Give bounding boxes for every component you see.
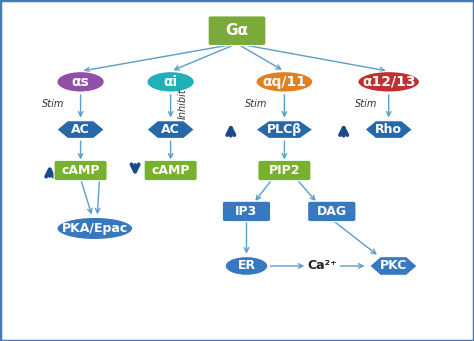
Ellipse shape: [225, 257, 268, 276]
FancyBboxPatch shape: [54, 160, 107, 181]
Text: Stim: Stim: [246, 99, 268, 109]
Ellipse shape: [256, 72, 313, 92]
Polygon shape: [256, 121, 313, 138]
Text: Gα: Gα: [226, 23, 248, 38]
Ellipse shape: [57, 218, 133, 239]
Text: cAMP: cAMP: [61, 164, 100, 177]
Text: AC: AC: [161, 123, 180, 136]
Text: ER: ER: [237, 260, 255, 272]
Text: Inhibit: Inhibit: [178, 89, 188, 119]
Text: Ca²⁺: Ca²⁺: [308, 260, 337, 272]
Text: Stim: Stim: [355, 99, 377, 109]
Text: αi: αi: [164, 75, 178, 89]
Text: DAG: DAG: [317, 205, 347, 218]
FancyBboxPatch shape: [258, 160, 311, 181]
FancyBboxPatch shape: [308, 201, 356, 222]
Text: cAMP: cAMP: [151, 164, 190, 177]
Text: Rho: Rho: [375, 123, 402, 136]
Ellipse shape: [57, 72, 104, 92]
Ellipse shape: [147, 72, 194, 92]
FancyBboxPatch shape: [208, 16, 266, 45]
Text: PKA/Epac: PKA/Epac: [62, 222, 128, 235]
Text: PLCβ: PLCβ: [267, 123, 302, 136]
FancyBboxPatch shape: [222, 201, 271, 222]
FancyBboxPatch shape: [144, 160, 197, 181]
Polygon shape: [365, 121, 412, 138]
Polygon shape: [370, 257, 417, 276]
Text: α12/13: α12/13: [362, 75, 415, 89]
Text: AC: AC: [71, 123, 90, 136]
Text: PIP2: PIP2: [269, 164, 300, 177]
Polygon shape: [147, 121, 194, 138]
Text: Stim: Stim: [42, 99, 64, 109]
Ellipse shape: [358, 72, 419, 92]
Text: αs: αs: [72, 75, 90, 89]
Text: αq/11: αq/11: [263, 75, 306, 89]
Text: IP3: IP3: [236, 205, 257, 218]
Text: PKC: PKC: [380, 260, 407, 272]
Polygon shape: [57, 121, 104, 138]
